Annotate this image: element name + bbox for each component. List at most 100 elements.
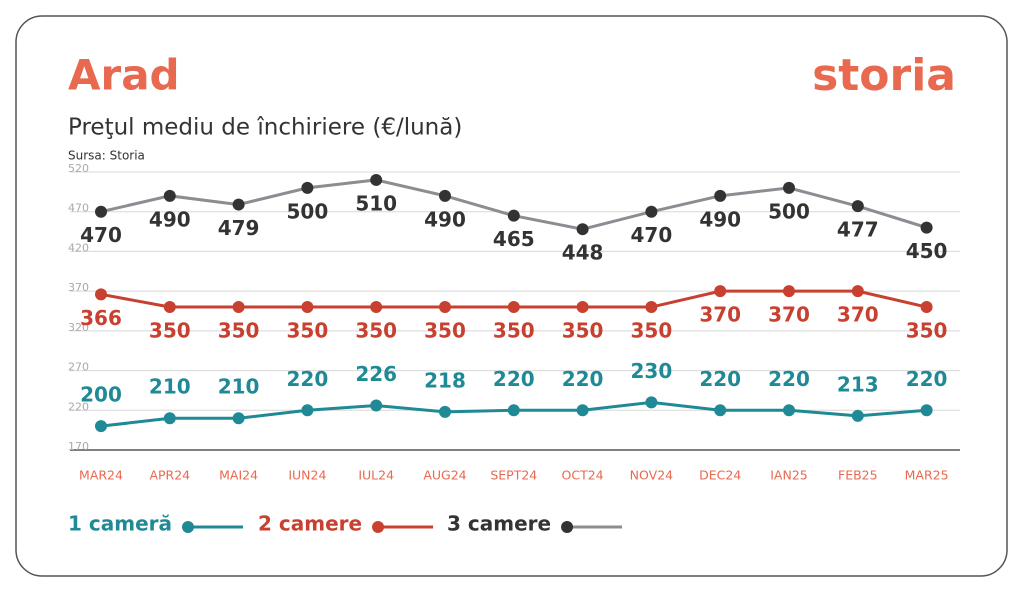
y-tick-label: 420 xyxy=(68,241,89,254)
data-label: 490 xyxy=(424,207,466,231)
data-point xyxy=(439,189,451,202)
data-label: 350 xyxy=(631,319,673,343)
x-tick-label: MAR25 xyxy=(905,468,949,483)
data-point xyxy=(920,404,933,417)
data-label: 220 xyxy=(699,367,741,391)
y-tick-label: 320 xyxy=(68,321,89,334)
data-point xyxy=(507,301,520,314)
y-tick-label: 520 xyxy=(68,162,89,175)
data-point xyxy=(576,223,589,236)
legend-label: 2 camere xyxy=(258,512,362,536)
data-label: 210 xyxy=(149,375,191,399)
legend-label: 3 camere xyxy=(447,512,551,536)
data-label: 479 xyxy=(218,216,260,240)
y-tick-label: 370 xyxy=(68,281,89,294)
data-label: 230 xyxy=(631,359,673,383)
data-point xyxy=(645,301,658,314)
x-tick-label: IAN25 xyxy=(770,468,808,483)
data-label: 226 xyxy=(355,362,397,386)
data-label: 350 xyxy=(149,319,191,343)
data-label: 465 xyxy=(493,227,535,251)
data-label: 220 xyxy=(562,367,604,391)
data-label: 450 xyxy=(906,239,948,263)
data-label: 477 xyxy=(837,218,879,242)
data-point xyxy=(920,221,933,234)
data-label: 470 xyxy=(631,223,673,247)
data-label: 213 xyxy=(837,372,879,396)
x-tick-label: IUN24 xyxy=(288,468,326,483)
chart-subtitle: Preţul mediu de închiriere (€/lună) xyxy=(68,115,462,141)
data-point xyxy=(95,288,107,301)
x-tick-label: NOV24 xyxy=(630,468,673,483)
data-point xyxy=(232,198,245,211)
data-label: 220 xyxy=(287,367,329,391)
data-point xyxy=(301,404,314,417)
data-point xyxy=(714,404,727,417)
data-point xyxy=(851,409,864,422)
data-point xyxy=(507,209,520,222)
data-label: 350 xyxy=(355,319,397,343)
data-point xyxy=(645,396,658,409)
data-point xyxy=(301,301,314,314)
data-label: 370 xyxy=(699,303,741,327)
data-label: 350 xyxy=(424,319,466,343)
data-point xyxy=(95,420,107,433)
data-point xyxy=(783,181,795,194)
data-label: 490 xyxy=(149,207,191,231)
data-point xyxy=(783,404,795,417)
data-point xyxy=(232,301,245,314)
data-point xyxy=(301,181,314,194)
data-point xyxy=(920,301,933,314)
frame xyxy=(15,15,1008,577)
data-point xyxy=(507,404,520,417)
data-label: 490 xyxy=(699,207,741,231)
data-point xyxy=(439,405,451,418)
x-tick-label: IUL24 xyxy=(358,468,394,483)
data-label: 350 xyxy=(906,319,948,343)
data-label: 220 xyxy=(768,367,810,391)
chart-title: Arad xyxy=(68,51,180,100)
legend-label: 1 cameră xyxy=(68,512,172,536)
data-point xyxy=(714,189,727,202)
data-label: 220 xyxy=(906,367,948,391)
data-label: 350 xyxy=(493,319,535,343)
x-tick-label: DEC24 xyxy=(699,468,741,483)
y-tick-label: 270 xyxy=(68,361,89,374)
data-point xyxy=(576,301,589,314)
data-point xyxy=(439,301,451,314)
data-label: 470 xyxy=(80,223,122,247)
data-label: 350 xyxy=(218,319,260,343)
data-label: 350 xyxy=(287,319,329,343)
x-tick-label: MAR24 xyxy=(79,468,123,483)
data-label: 218 xyxy=(424,368,466,392)
legend-marker xyxy=(561,521,574,533)
data-label: 200 xyxy=(80,383,122,407)
data-label: 366 xyxy=(80,306,122,330)
data-point xyxy=(783,285,795,298)
data-point xyxy=(163,301,176,314)
data-point xyxy=(851,285,864,298)
x-tick-label: AUG24 xyxy=(423,468,466,483)
data-label: 370 xyxy=(837,303,879,327)
data-label: 510 xyxy=(355,191,397,215)
data-point xyxy=(645,205,658,218)
data-point xyxy=(163,189,176,202)
data-point xyxy=(370,301,383,314)
legend-marker xyxy=(182,521,194,533)
data-point xyxy=(95,205,107,218)
data-label: 220 xyxy=(493,367,535,391)
data-point xyxy=(163,412,176,425)
data-point xyxy=(576,404,589,417)
data-label: 500 xyxy=(768,199,810,223)
x-tick-label: MAI24 xyxy=(219,468,258,483)
x-tick-label: SEPT24 xyxy=(490,468,537,483)
legend-marker xyxy=(372,521,385,533)
data-point xyxy=(714,285,727,298)
data-point xyxy=(232,412,245,425)
x-tick-label: FEB25 xyxy=(838,468,878,483)
data-label: 500 xyxy=(287,199,329,223)
data-label: 210 xyxy=(218,375,260,399)
data-label: 448 xyxy=(562,241,604,265)
data-point xyxy=(370,399,383,412)
